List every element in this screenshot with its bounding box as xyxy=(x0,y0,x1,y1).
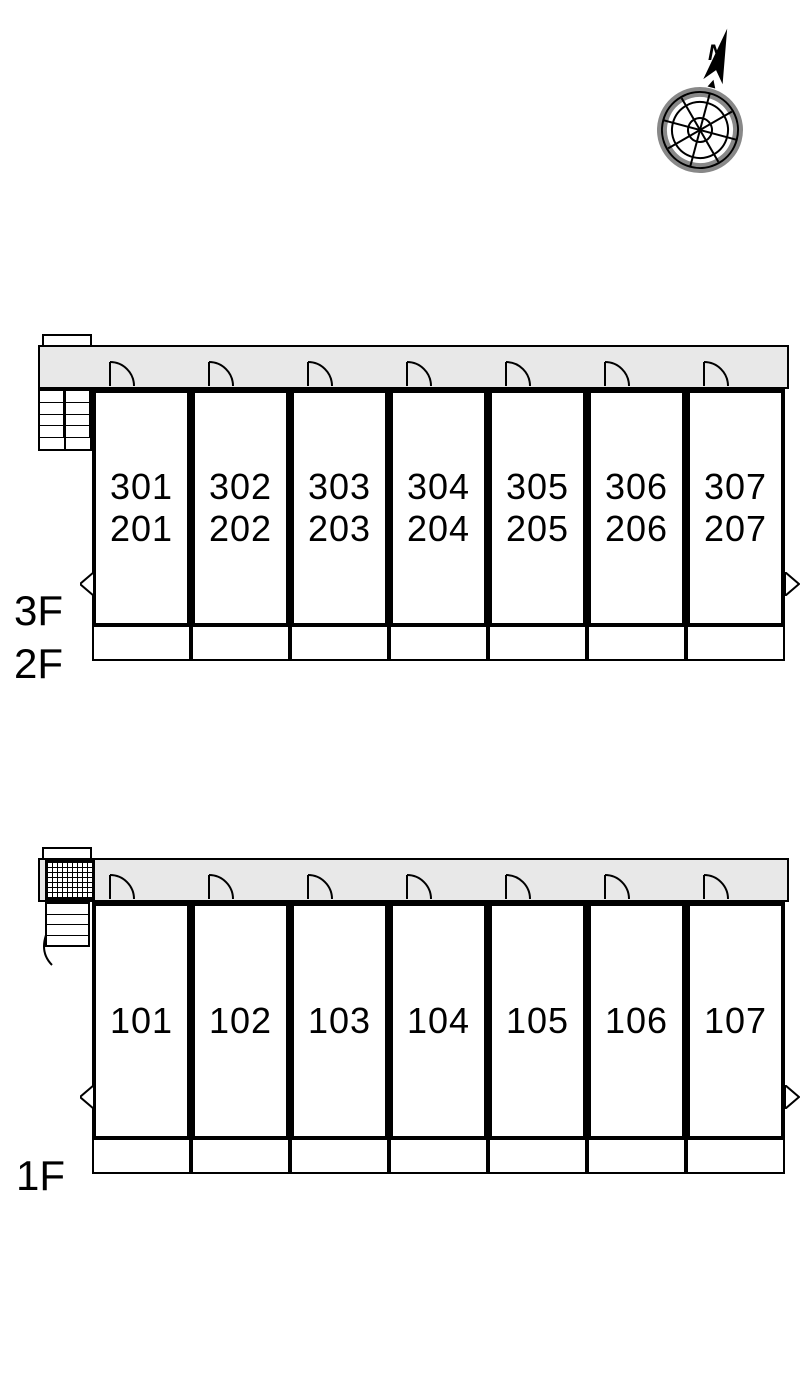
ledge-upper xyxy=(42,334,92,345)
unit-label: 302 xyxy=(209,466,272,508)
unit-104: 104 xyxy=(389,902,488,1140)
floor-label-3f: 3F xyxy=(14,587,63,635)
balcony-cell xyxy=(488,627,587,661)
unit-302-202: 302 202 xyxy=(191,389,290,627)
balcony-cell xyxy=(389,1140,488,1174)
unit-303-203: 303 203 xyxy=(290,389,389,627)
unit-label: 304 xyxy=(407,466,470,508)
unit-label: 305 xyxy=(506,466,569,508)
unit-305-205: 305 205 xyxy=(488,389,587,627)
unit-307-207: 307 207 xyxy=(686,389,785,627)
unit-102: 102 xyxy=(191,902,290,1140)
balcony-cell xyxy=(191,1140,290,1174)
balcony-cell xyxy=(290,1140,389,1174)
compass-north: N xyxy=(640,20,760,195)
balcony-cell xyxy=(191,627,290,661)
unit-label: 104 xyxy=(407,1000,470,1042)
side-mark-right-lower xyxy=(785,1085,800,1109)
unit-105: 105 xyxy=(488,902,587,1140)
compass-label: N xyxy=(708,40,725,65)
balcony-strip-lower xyxy=(92,1140,785,1174)
side-mark-left-upper xyxy=(80,572,96,596)
unit-301-201: 301 201 xyxy=(92,389,191,627)
unit-label: 105 xyxy=(506,1000,569,1042)
unit-label: 303 xyxy=(308,466,371,508)
unit-101: 101 xyxy=(92,902,191,1140)
unit-label: 306 xyxy=(605,466,668,508)
balcony-cell xyxy=(389,627,488,661)
side-mark-left-lower xyxy=(80,1085,96,1109)
balcony-cell xyxy=(92,1140,191,1174)
unit-103: 103 xyxy=(290,902,389,1140)
unit-label: 207 xyxy=(704,508,767,550)
door-arcs-lower xyxy=(92,861,792,903)
balcony-cell xyxy=(587,1140,686,1174)
balcony-cell xyxy=(686,1140,785,1174)
unit-label: 202 xyxy=(209,508,272,550)
units-row-lower: 101 102 103 104 105 106 107 xyxy=(92,902,785,1140)
unit-304-204: 304 204 xyxy=(389,389,488,627)
side-mark-right-upper xyxy=(785,572,800,596)
balcony-strip-upper xyxy=(92,627,785,661)
unit-label: 101 xyxy=(110,1000,173,1042)
unit-label: 307 xyxy=(704,466,767,508)
grid-lower xyxy=(45,860,95,900)
unit-label: 203 xyxy=(308,508,371,550)
balcony-cell xyxy=(587,627,686,661)
unit-label: 201 xyxy=(110,508,173,550)
stairs-upper xyxy=(38,389,92,451)
units-row-upper: 301 201 302 202 303 203 304 204 305 205 … xyxy=(92,389,785,627)
balcony-cell xyxy=(92,627,191,661)
unit-label: 103 xyxy=(308,1000,371,1042)
unit-106: 106 xyxy=(587,902,686,1140)
unit-label: 301 xyxy=(110,466,173,508)
unit-label: 205 xyxy=(506,508,569,550)
balcony-cell xyxy=(290,627,389,661)
unit-label: 204 xyxy=(407,508,470,550)
unit-label: 106 xyxy=(605,1000,668,1042)
balcony-cell xyxy=(686,627,785,661)
balcony-cell xyxy=(488,1140,587,1174)
floor-label-2f: 2F xyxy=(14,640,63,688)
stair-arc-lower xyxy=(36,935,96,975)
unit-107: 107 xyxy=(686,902,785,1140)
unit-label: 102 xyxy=(209,1000,272,1042)
unit-306-206: 306 206 xyxy=(587,389,686,627)
door-arcs-upper xyxy=(92,348,792,390)
floor-label-1f: 1F xyxy=(16,1152,65,1200)
unit-label: 206 xyxy=(605,508,668,550)
unit-label: 107 xyxy=(704,1000,767,1042)
ledge-lower xyxy=(42,847,92,858)
